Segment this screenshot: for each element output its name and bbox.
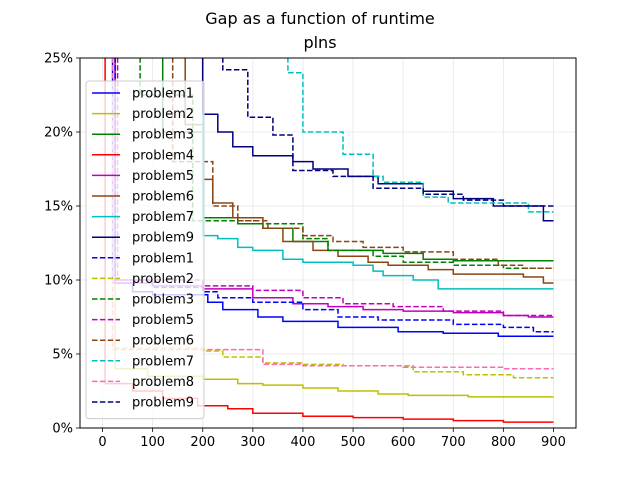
legend-label: problem3 <box>132 293 194 308</box>
series-line-problem3-solid <box>161 58 554 262</box>
y-tick-label: 5% <box>52 348 73 363</box>
legend-label: problem1 <box>132 87 194 102</box>
legend-label: problem8 <box>132 375 194 390</box>
legend-label: problem5 <box>132 313 194 328</box>
legend-label: problem9 <box>132 231 194 246</box>
axes: 0 100 200 300 400 500 600 700 800 900 0% 5% 10% 15% 20… <box>44 52 566 451</box>
legend-label: problem6 <box>132 334 194 349</box>
legend-label: problem7 <box>132 354 194 369</box>
y-tick-label: 25% <box>44 52 73 67</box>
x-tick-label: 100 <box>140 435 165 450</box>
x-tick-label: 400 <box>291 435 316 450</box>
x-tick-label: 900 <box>541 435 566 450</box>
legend-label: problem4 <box>132 148 194 163</box>
x-tick-label: 700 <box>441 435 466 450</box>
series-line-problem7-dashed <box>287 58 554 213</box>
x-tick-label: 0 <box>98 435 106 450</box>
x-tick-label: 600 <box>391 435 416 450</box>
plot-frame <box>79 57 577 429</box>
legend-label: problem2 <box>132 107 194 122</box>
x-tick-label: 500 <box>341 435 366 450</box>
y-tick-label: 15% <box>44 200 73 215</box>
series-line-problem9-dashed <box>222 58 554 207</box>
chart-title: Gap as a function of runtime <box>205 9 435 28</box>
y-tick-label: 20% <box>44 126 73 141</box>
series-line-problem8-dashed <box>111 58 554 370</box>
series-line-problem9-solid <box>201 58 554 222</box>
series-line-problem6-solid <box>184 58 554 284</box>
legend: problem1 problem2 problem3 problem4 problem5… <box>85 80 205 420</box>
series-line-problem6-dashed <box>171 58 554 269</box>
legend-label: problem9 <box>132 396 194 411</box>
legend-label: problem6 <box>132 190 194 205</box>
legend-box <box>85 80 205 420</box>
legend-label: problem2 <box>132 272 194 287</box>
x-tick-label: 300 <box>240 435 265 450</box>
chart-subtitle: plns <box>303 33 336 52</box>
series-line-problem7-solid <box>201 58 554 290</box>
y-tick-label: 10% <box>44 274 73 289</box>
x-tick-label: 800 <box>491 435 516 450</box>
legend-label: problem1 <box>132 251 194 266</box>
legend-label: problem7 <box>132 210 194 225</box>
x-tick-label: 200 <box>190 435 215 450</box>
legend-label: problem3 <box>132 128 194 143</box>
legend-label: problem5 <box>132 169 194 184</box>
y-tick-label: 0% <box>52 422 73 437</box>
